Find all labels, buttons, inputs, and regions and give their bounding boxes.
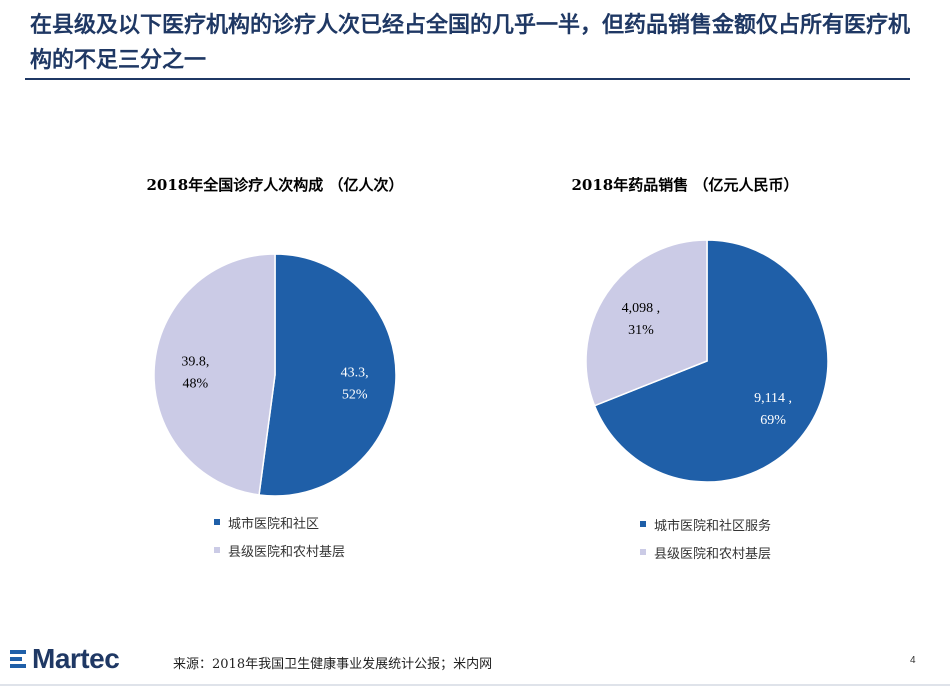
pie-chart-visits: 43.3, 52% 39.8, 48%	[153, 253, 397, 497]
legend-swatch-blue	[640, 521, 646, 527]
pie-value-label-0: 9,114 ,	[754, 391, 792, 406]
pie-percent-label-0: 52%	[342, 387, 368, 402]
pie-value-label-1: 4,098 ,	[622, 301, 661, 316]
pie-slice-0	[258, 253, 397, 497]
pie-slice-0	[593, 239, 829, 483]
legend-swatch-blue	[214, 519, 220, 525]
legend-item-urban: 城市医院和社区	[214, 508, 345, 536]
pie-slice-1	[585, 239, 708, 407]
chart-2-legend: 城市医院和社区服务 县级医院和农村基层	[640, 510, 771, 566]
title-divider	[25, 78, 910, 80]
chart-1-title: 2018年全国诊疗人次构成 （亿人次）	[146, 176, 404, 194]
legend-item-county: 县级医院和农村基层	[640, 538, 771, 566]
legend-label: 县级医院和农村基层	[654, 546, 772, 562]
legend-swatch-lavender	[214, 547, 220, 553]
pie-chart-drug-sales: 9,114 , 69% 4,098 , 31%	[585, 239, 829, 483]
martec-logo: Martec	[4, 643, 120, 675]
pie-percent-label-1: 31%	[628, 323, 654, 338]
source-note: 来源：2018年我国卫生健康事业发展统计公报；米内网	[173, 657, 493, 672]
legend-item-urban: 城市医院和社区服务	[640, 510, 771, 538]
pie-percent-label-1: 48%	[182, 377, 208, 392]
chart-1-legend: 城市医院和社区 县级医院和农村基层	[214, 508, 345, 564]
legend-label: 城市医院和社区服务	[654, 518, 772, 534]
pie-slice-1	[153, 253, 276, 496]
logo-mark-icon	[4, 647, 30, 671]
page-title: 在县级及以下医疗机构的诊疗人次已经占全国的几乎一半，但药品销售金额仅占所有医疗机…	[30, 13, 911, 73]
pie-value-label-1: 39.8,	[181, 355, 209, 370]
pie-percent-label-0: 69%	[760, 413, 786, 428]
legend-item-county: 县级医院和农村基层	[214, 536, 345, 564]
chart-2-title: 2018年药品销售 （亿元人民币）	[571, 176, 799, 194]
legend-swatch-lavender	[640, 549, 646, 555]
logo-text: Martec	[32, 643, 120, 674]
legend-label: 县级医院和农村基层	[228, 544, 346, 560]
legend-label: 城市医院和社区	[228, 516, 320, 532]
pie-value-label-0: 43.3,	[341, 365, 369, 380]
footer-divider	[0, 684, 950, 686]
page-number: 4	[910, 655, 916, 666]
